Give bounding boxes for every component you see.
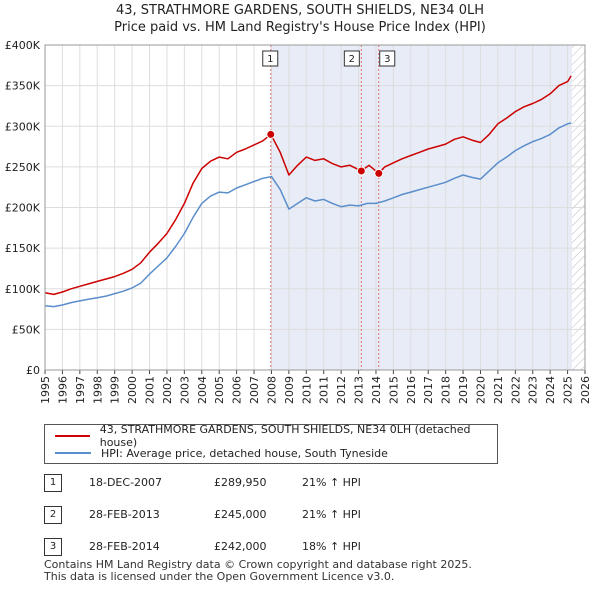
x-tick-label: 2008	[265, 376, 278, 404]
sale-date: 28-FEB-2014	[89, 540, 160, 553]
x-tick-label: 2005	[213, 376, 226, 404]
x-tick-label: 2001	[144, 376, 157, 404]
sale-price: £242,000	[214, 540, 267, 553]
x-tick-label: 2012	[335, 376, 348, 404]
x-tick-label: 2009	[283, 376, 296, 404]
sale-hpi-diff: 21% ↑ HPI	[302, 508, 361, 521]
sale-price: £289,950	[214, 476, 267, 489]
sale-label-box	[343, 50, 360, 67]
x-tick-label: 2021	[492, 376, 505, 404]
sale-hpi-diff: 21% ↑ HPI	[302, 476, 361, 489]
x-tick-label: 2004	[196, 376, 209, 404]
y-tick-label: £150K	[5, 242, 41, 255]
footer: Contains HM Land Registry data © Crown c…	[44, 559, 472, 583]
sale-number-badge: 3	[44, 538, 62, 556]
x-tick-label: 2025	[562, 376, 575, 404]
legend-swatch-property	[55, 435, 90, 437]
x-tick-label: 2011	[318, 376, 331, 404]
chart-title: 43, STRATHMORE GARDENS, SOUTH SHIELDS, N…	[116, 3, 484, 18]
x-tick-label: 2026	[579, 376, 592, 404]
sale-label-number: 3	[384, 54, 390, 65]
hpi-line	[44, 122, 572, 308]
x-tick-label: 2020	[474, 376, 487, 404]
sale-point	[266, 129, 276, 139]
y-tick-label: £250K	[5, 161, 41, 174]
y-tick-label: £350K	[5, 80, 41, 93]
sale-date: 18-DEC-2007	[89, 476, 163, 489]
x-tick-label: 2002	[161, 376, 174, 404]
legend: 43, STRATHMORE GARDENS, SOUTH SHIELDS, N…	[44, 423, 498, 464]
sale-price: £245,000	[214, 508, 267, 521]
legend-label-hpi: HPI: Average price, detached house, Sout…	[101, 446, 388, 460]
x-tick-label: 2013	[353, 376, 366, 404]
x-tick-label: 2006	[231, 376, 244, 404]
chart-subtitle: Price paid vs. HM Land Registry's House …	[114, 20, 486, 35]
y-tick-label: £400K	[5, 39, 41, 52]
sale-label-box	[262, 50, 279, 67]
x-tick-label: 2003	[178, 376, 191, 404]
sale-label-number: 2	[349, 54, 355, 65]
footer-copyright: Contains HM Land Registry data © Crown c…	[44, 558, 472, 571]
legend-swatch-hpi	[55, 452, 91, 454]
x-tick-label: 2017	[422, 376, 435, 404]
sale-point	[356, 166, 366, 176]
y-tick-label: £200K	[5, 202, 41, 215]
x-tick-label: 2022	[509, 376, 522, 404]
plot-border	[44, 44, 586, 371]
sale-date: 28-FEB-2013	[89, 508, 160, 521]
x-tick-label: 1997	[74, 376, 87, 404]
legend-item-property: 43, STRATHMORE GARDENS, SOUTH SHIELDS, N…	[55, 423, 497, 449]
sale-point	[374, 168, 384, 178]
x-tick-label: 2024	[544, 376, 557, 404]
x-tick-label: 1998	[91, 376, 104, 404]
table-row: 1 18-DEC-2007 £289,950 21% ↑ HPI	[44, 473, 464, 493]
y-tick-label: £0	[26, 364, 40, 377]
x-tick-label: 2019	[457, 376, 470, 404]
x-tick-label: 2000	[126, 376, 139, 404]
sale-hpi-diff: 18% ↑ HPI	[302, 540, 361, 553]
property-price-line	[44, 75, 572, 296]
x-tick-label: 1999	[109, 376, 122, 404]
y-tick-label: £300K	[5, 120, 41, 133]
x-tick-label: 2016	[405, 376, 418, 404]
sale-number-badge: 2	[44, 506, 62, 524]
legend-item-hpi: HPI: Average price, detached house, Sout…	[55, 445, 388, 461]
x-tick-label: 1995	[39, 376, 52, 404]
x-tick-label: 2018	[440, 376, 453, 404]
x-tick-label: 1996	[56, 376, 69, 404]
footer-licence: This data is licensed under the Open Gov…	[44, 570, 395, 583]
sale-number-badge: 1	[44, 474, 62, 492]
y-tick-label: £50K	[12, 323, 41, 336]
sale-label-box	[379, 50, 396, 67]
table-row: 2 28-FEB-2013 £245,000 21% ↑ HPI	[44, 505, 464, 525]
x-tick-label: 2010	[300, 376, 313, 404]
x-tick-label: 2015	[387, 376, 400, 404]
x-tick-label: 2014	[370, 376, 383, 404]
table-row: 3 28-FEB-2014 £242,000 18% ↑ HPI	[44, 537, 464, 557]
y-tick-label: £100K	[5, 283, 41, 296]
sale-label-number: 1	[267, 54, 273, 65]
x-tick-label: 2007	[248, 376, 261, 404]
price-chart: 1 2 3 £0 £50K £100K £150K £200K £250K £300K £350K…	[5, 39, 592, 404]
legend-label-property: 43, STRATHMORE GARDENS, SOUTH SHIELDS, N…	[99, 423, 471, 449]
x-tick-label: 2023	[527, 376, 540, 404]
